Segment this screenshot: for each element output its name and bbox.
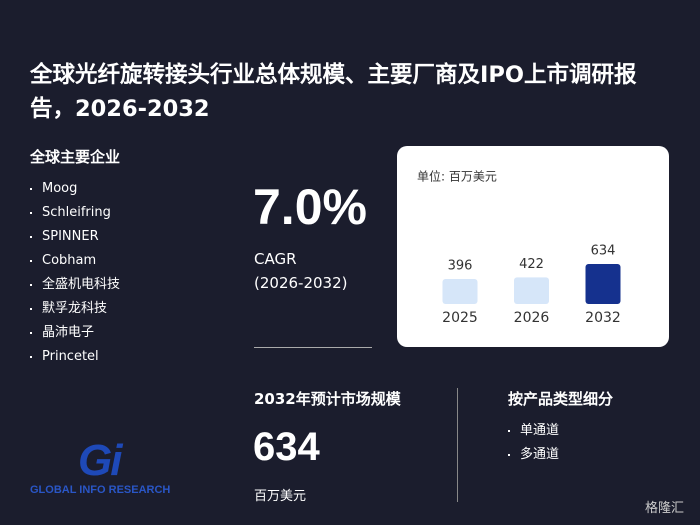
divider [457, 388, 458, 502]
cagr-label: CAGR [254, 250, 297, 268]
list-item: Schleifring [30, 201, 120, 225]
value-label: 422 [519, 257, 544, 272]
chart-unit: 单位: 百万美元 [417, 169, 497, 184]
bar [442, 279, 478, 304]
chart: 单位: 百万美元 396 2025 422 2026 634 2032 [397, 146, 669, 347]
list-item: SPINNER [30, 225, 120, 249]
bar [514, 277, 549, 304]
value-label: 396 [448, 259, 473, 274]
list-item: 默孚龙科技 [30, 297, 120, 321]
x-tick-label: 2032 [585, 310, 621, 326]
segments-list: 单通道 多通道 [508, 419, 559, 467]
list-item: Moog [30, 177, 120, 201]
market-heading: 2032年预计市场规模 [254, 390, 401, 408]
list-item: 全盛机电科技 [30, 273, 120, 297]
x-tick-label: 2025 [442, 310, 478, 326]
cagr-value: 7.0% [253, 179, 367, 235]
watermark: 格隆汇 [645, 501, 685, 516]
market-value: 634 [253, 425, 320, 469]
companies-list: Moog Schleifring SPINNER Cobham 全盛机电科技 默孚龙科技晶… [30, 177, 120, 369]
value-label: 634 [591, 244, 616, 259]
title: 全球光纤旋转接头行业总体规模、主要厂商及IPO上市调研报告，2026-2032 [30, 62, 637, 122]
divider [254, 347, 372, 348]
list-item: 单通道 [508, 419, 559, 443]
list-item: 晶沛电子 [30, 321, 120, 345]
list-item: 多通道 [508, 443, 559, 467]
x-tick-label: 2026 [514, 310, 550, 326]
cagr-period: (2026-2032) [254, 274, 348, 292]
list-item: Cobham [30, 249, 120, 273]
logo-text: GLOBAL INFO RESEARCH [30, 484, 171, 496]
companies-heading: 全球主要企业 [30, 148, 121, 166]
logo-mark: Gi [78, 436, 122, 485]
bar [585, 264, 621, 304]
list-item: Princetel [30, 345, 120, 369]
market-unit: 百万美元 [254, 489, 307, 504]
segments-heading: 按产品类型细分 [508, 390, 614, 408]
